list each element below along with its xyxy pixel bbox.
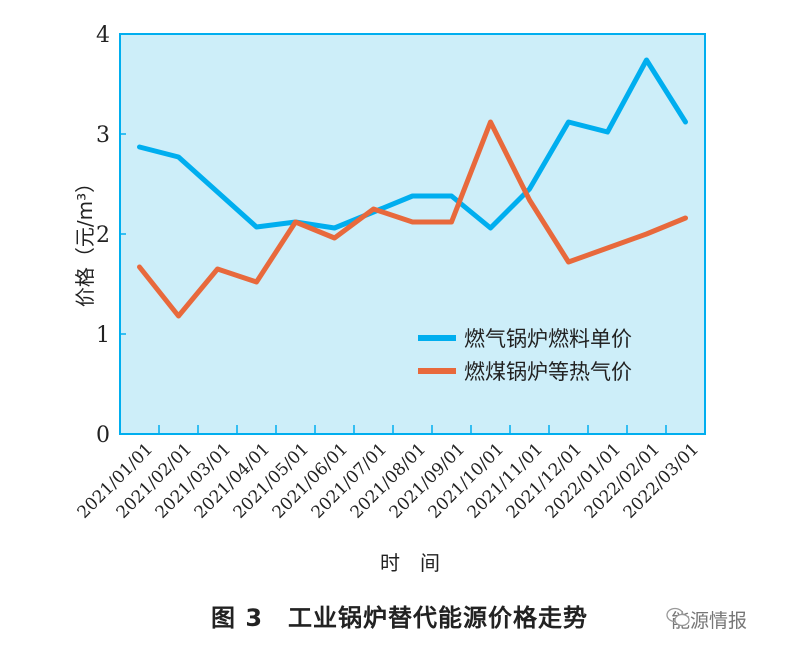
figure-caption: 图 3 工业锅炉替代能源价格走势: [210, 604, 589, 632]
line-chart: 012342021/01/012021/02/012021/03/012021/…: [73, 23, 706, 575]
x-axis-label: 时 间: [380, 551, 440, 575]
y-tick-label: 2: [96, 223, 110, 248]
legend-label: 燃气锅炉燃料单价: [464, 327, 632, 351]
plot-area: [119, 33, 706, 435]
y-tick-label: 0: [96, 423, 110, 448]
y-tick-label: 3: [96, 123, 110, 148]
y-tick-label: 1: [96, 323, 110, 348]
watermark: 能源情报: [665, 606, 747, 633]
y-tick-label: 4: [96, 23, 110, 48]
watermark-text: 能源情报: [671, 610, 748, 632]
y-axis-label: 价格（元/m³）: [73, 173, 97, 307]
legend-label: 燃煤锅炉等热气价: [464, 360, 632, 384]
